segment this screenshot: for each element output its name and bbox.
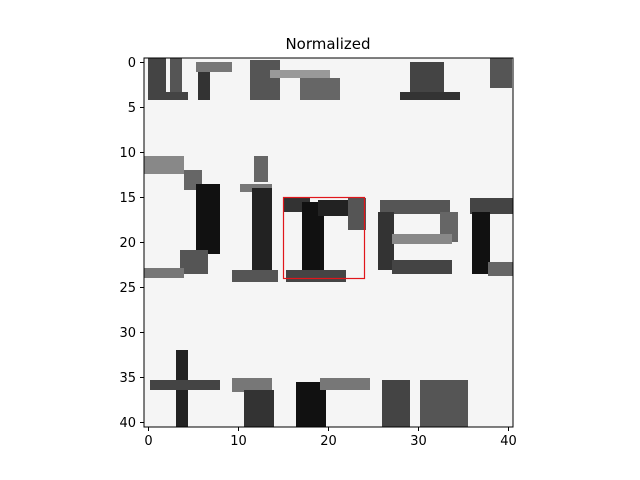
y-tick-label: 15	[119, 191, 136, 206]
bottom-text-fragments	[150, 350, 468, 427]
y-tick-label: 10	[119, 146, 136, 161]
x-tick-label: 0	[144, 434, 152, 449]
highlight-box	[282, 196, 366, 280]
y-axis-ticks: 0 5 10 15 20 25 30 35 40	[119, 56, 144, 431]
y-tick-label: 0	[128, 56, 136, 71]
top-text-fragments	[148, 58, 512, 100]
y-tick-label: 5	[128, 101, 136, 116]
y-tick-label: 25	[119, 281, 136, 296]
x-tick-label: 10	[230, 434, 247, 449]
y-tick-label: 20	[119, 236, 136, 251]
x-axis-ticks: 0 10 20 30 40	[144, 427, 517, 449]
x-tick-label: 30	[410, 434, 427, 449]
x-tick-label: 40	[500, 434, 517, 449]
y-tick-label: 30	[119, 326, 136, 341]
y-tick-label: 35	[119, 371, 136, 386]
glyph-c	[470, 198, 513, 276]
x-tick-label: 20	[320, 434, 337, 449]
image-area	[144, 58, 513, 427]
glyph-i	[232, 156, 278, 282]
glyph-e	[378, 200, 458, 274]
glyph-r	[284, 198, 366, 282]
chart-title: Normalized	[285, 35, 370, 53]
y-tick-label: 40	[119, 416, 136, 431]
glyph-D	[144, 156, 220, 278]
